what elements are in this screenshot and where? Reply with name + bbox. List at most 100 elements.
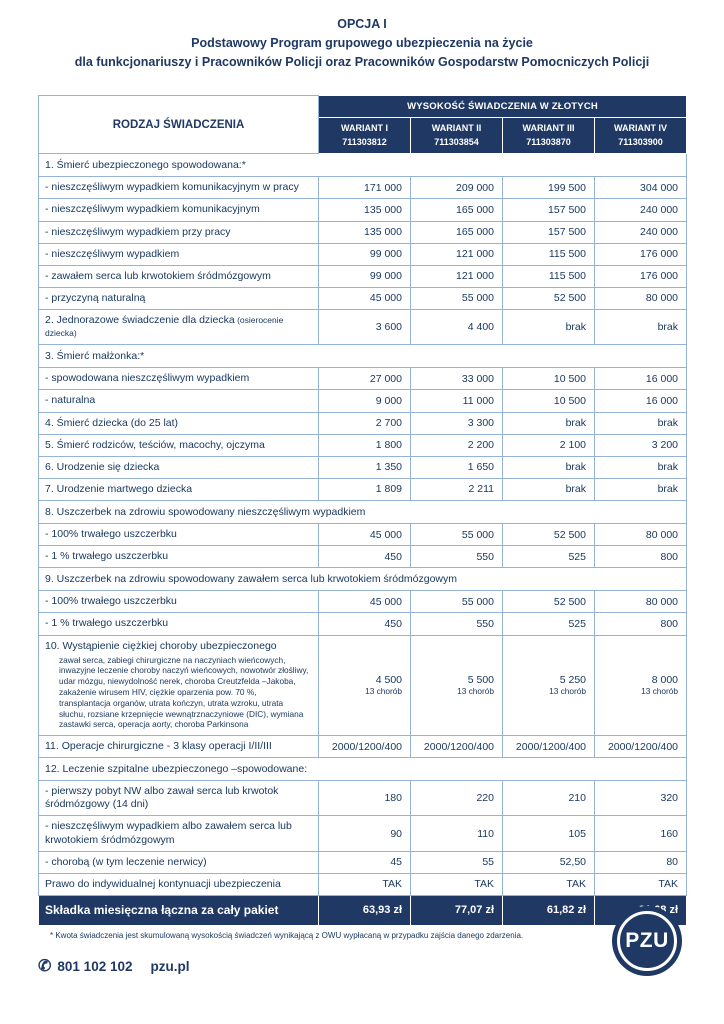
- section-row: 1. Śmierć ubezpieczonego spowodowana:*: [37, 153, 688, 178]
- benefit-value: 55 000: [410, 590, 503, 614]
- website-link: pzu.pl: [150, 958, 190, 974]
- benefit-value: 5 250 13 chorób: [502, 634, 595, 737]
- benefit-label: - naturalna: [38, 389, 319, 413]
- benefit-value: 157 500: [502, 198, 595, 222]
- benefit-value: 135 000: [318, 220, 411, 244]
- benefit-value: 80 000: [593, 590, 688, 614]
- header-row-variants: WARIANT I 711303812 WARIANT II 711303854 WAR…: [39, 117, 688, 155]
- document-title: OPCJA I Podstawowy Program grupowego ube…: [0, 0, 724, 71]
- benefit-value: 16 000: [593, 389, 688, 413]
- benefit-row: - 1 % trwałego uszczerbku 450 550 525 800: [38, 612, 688, 636]
- benefit-row: 11. Operacje chirurgiczne - 3 klasy oper…: [38, 735, 688, 759]
- benefit-row: 7. Urodzenie martwego dziecka 1 809 2 211 b…: [38, 477, 688, 502]
- benefit-value: 3 300: [410, 411, 503, 435]
- benefit-value: 55 000: [410, 522, 503, 547]
- benefit-label: 5. Śmierć rodziców, teściów, macochy, oj…: [38, 433, 319, 457]
- benefit-value: 525: [502, 612, 595, 636]
- benefit-value: 2000/1200/400: [502, 735, 595, 759]
- column-header-variant-3: WARIANT III 711303870: [502, 117, 595, 155]
- benefit-label: - spowodowana nieszczęśliwym wypadkiem: [38, 367, 319, 391]
- benefit-label: - przyczyną naturalną: [38, 286, 319, 311]
- benefit-value: 135 000: [318, 198, 411, 222]
- benefit-value: 45 000: [318, 590, 411, 614]
- benefit-value: 1 650: [410, 455, 503, 479]
- benefit-label: - nieszczęśliwym wypadkiem albo zawałem …: [38, 815, 319, 852]
- benefit-value: brak: [502, 411, 595, 435]
- benefit-value: 240 000: [593, 220, 688, 244]
- benefit-value: 52 500: [502, 286, 595, 311]
- benefit-row: - chorobą (w tym leczenie nerwicy) 45 55 52…: [38, 850, 688, 874]
- benefit-value: 99 000: [318, 242, 411, 266]
- benefit-value-sub: 13 chorób: [457, 686, 494, 697]
- benefit-value: 52,50: [502, 850, 595, 874]
- benefit-value: 55 000: [410, 286, 503, 311]
- benefit-row: - nieszczęśliwym wypadkiem przy pracy 135…: [38, 220, 688, 244]
- benefit-value: 180: [318, 780, 411, 817]
- benefit-value: 157 500: [502, 220, 595, 244]
- benefit-value: 5 500 13 chorób: [410, 634, 503, 737]
- benefit-value: 3 200: [593, 433, 688, 457]
- benefit-label: - 1 % trwałego uszczerbku: [38, 612, 319, 636]
- benefit-value: 800: [593, 545, 688, 569]
- benefit-value: 4 400: [410, 308, 503, 346]
- benefit-value: brak: [593, 411, 688, 435]
- benefit-value: 2 700: [318, 411, 411, 435]
- section-label: 9. Uszczerbek na zdrowiu spowodowany zaw…: [37, 567, 688, 592]
- benefit-label: - nieszczęśliwym wypadkiem przy pracy: [38, 220, 319, 244]
- benefit-value: 3 600: [318, 308, 411, 346]
- benefit-value: 1 800: [318, 433, 411, 457]
- benefit-value: brak: [502, 308, 595, 346]
- benefit-value: brak: [502, 477, 595, 502]
- benefit-label: - 100% trwałego uszczerbku: [38, 590, 319, 614]
- benefit-value: 45: [318, 850, 411, 874]
- benefit-value: TAK: [502, 872, 595, 896]
- benefit-value: 80 000: [593, 522, 688, 547]
- column-header-benefit-type: RODZAJ ŚWIADCZENIA: [38, 95, 319, 155]
- benefit-label-note: (osierocenie dziecka): [45, 315, 284, 339]
- benefit-label: - zawałem serca lub krwotokiem śródmózgo…: [38, 264, 319, 288]
- footnote: * Kwota świadczenia jest skumulowaną wys…: [50, 930, 524, 940]
- benefit-row: 2. Jednorazowe świadczenie dla dziecka (…: [38, 308, 688, 346]
- title-line-3: dla funkcjonariuszy i Pracowników Policj…: [74, 54, 650, 69]
- benefit-row: - naturalna 9 000 11 000 10 500 16 000: [38, 389, 688, 413]
- benefit-value: 121 000: [410, 264, 503, 288]
- header-row-group: RODZAJ ŚWIADCZENIA WYSOKOŚĆ ŚWIADCZENIA …: [38, 95, 688, 155]
- benefits-table: RODZAJ ŚWIADCZENIA WYSOKOŚĆ ŚWIADCZENIA …: [37, 95, 688, 926]
- benefit-value: 115 500: [502, 242, 595, 266]
- benefit-value: brak: [593, 455, 688, 479]
- benefit-row: - zawałem serca lub krwotokiem śródmózgo…: [38, 264, 688, 288]
- benefit-value: 165 000: [410, 220, 503, 244]
- benefit-row: - 1 % trwałego uszczerbku 450 550 525 800: [38, 545, 688, 569]
- benefit-value: 45 000: [318, 522, 411, 547]
- benefit-value: 525: [502, 545, 595, 569]
- benefit-value: 450: [318, 545, 411, 569]
- benefit-value: 210: [502, 780, 595, 817]
- benefit-value: 2 200: [410, 433, 503, 457]
- benefit-value: 110: [410, 815, 503, 852]
- benefit-value: 165 000: [410, 198, 503, 222]
- benefit-row: - przyczyną naturalną 45 000 55 000 52 500 8…: [38, 286, 688, 311]
- benefit-value: 2000/1200/400: [318, 735, 411, 759]
- contact-info: ✆ 801 102 102 pzu.pl: [38, 956, 189, 976]
- benefit-value: 8 000 13 chorób: [593, 634, 688, 737]
- section-row: 8. Uszczerbek na zdrowiu spowodowany nie…: [37, 500, 688, 524]
- section-label: 1. Śmierć ubezpieczonego spowodowana:*: [37, 153, 688, 178]
- benefit-value: 52 500: [502, 522, 595, 547]
- benefit-value: brak: [593, 477, 688, 502]
- benefit-value: 11 000: [410, 389, 503, 413]
- benefit-value: TAK: [410, 872, 503, 896]
- section-label: 8. Uszczerbek na zdrowiu spowodowany nie…: [37, 500, 688, 524]
- benefit-value-sub: 13 chorób: [365, 686, 402, 697]
- benefit-value: 55: [410, 850, 503, 874]
- section-label: 12. Leczenie szpitalne ubezpieczonego –s…: [37, 757, 688, 782]
- benefit-value: 121 000: [410, 242, 503, 266]
- benefit-value-sub: 13 chorób: [549, 686, 586, 697]
- benefit-value-sub: 13 chorób: [641, 686, 679, 697]
- benefit-label: - chorobą (w tym leczenie nerwicy): [38, 850, 319, 874]
- total-row: Składka miesięczna łączna za cały pakiet…: [38, 894, 688, 926]
- section-row: 9. Uszczerbek na zdrowiu spowodowany zaw…: [37, 567, 688, 592]
- benefit-value: 115 500: [502, 264, 595, 288]
- benefit-value: 550: [410, 612, 503, 636]
- benefit-value: 1 809: [318, 477, 411, 502]
- title-line-1: OPCJA I: [337, 17, 387, 31]
